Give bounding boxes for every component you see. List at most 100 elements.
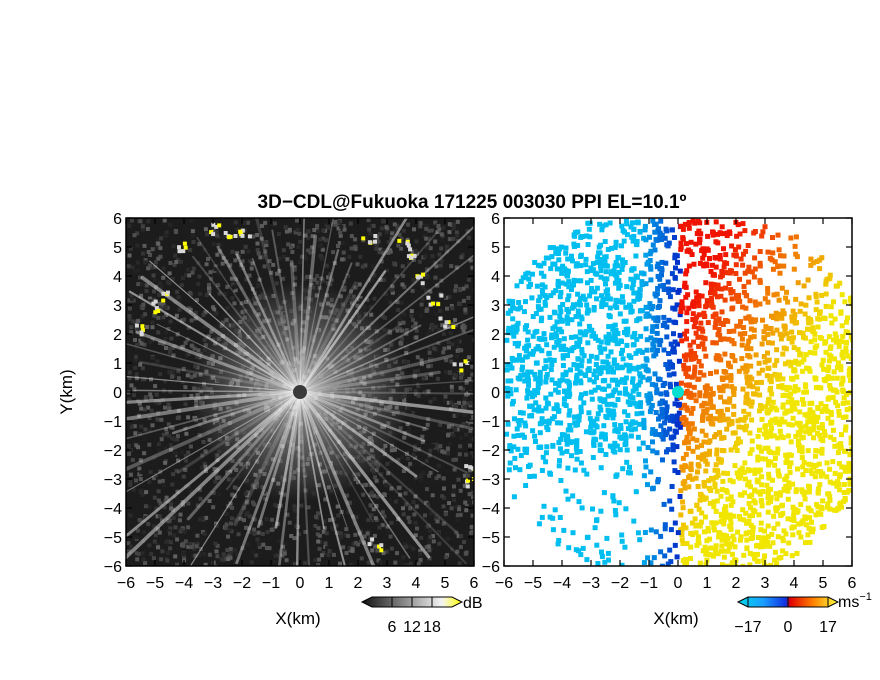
- velocity-pixel: [712, 255, 718, 260]
- velocity-pixel: [728, 364, 733, 370]
- noise-pixel: [319, 276, 324, 281]
- noise-pixel: [414, 239, 419, 244]
- velocity-pixel: [555, 541, 561, 547]
- velocity-pixel: [632, 383, 638, 389]
- velocity-pixel: [542, 284, 548, 290]
- noise-pixel: [361, 492, 366, 497]
- noise-pixel: [426, 544, 431, 549]
- y-axis-label: Y(km): [57, 369, 76, 414]
- velocity-pixel: [581, 332, 587, 338]
- velocity-pixel: [579, 347, 585, 352]
- noise-pixel: [161, 275, 166, 280]
- velocity-pixel: [581, 400, 587, 406]
- noise-pixel: [430, 326, 435, 331]
- noise-pixel: [460, 427, 465, 432]
- noise-pixel: [388, 497, 393, 502]
- noise-pixel: [146, 250, 151, 254]
- noise-pixel: [325, 546, 330, 551]
- velocity-pixel: [505, 393, 511, 399]
- velocity-pixel: [750, 513, 755, 518]
- velocity-pixel: [757, 249, 763, 254]
- noise-pixel: [414, 391, 419, 396]
- left-y-tick-label: −2: [104, 443, 122, 460]
- noise-pixel: [318, 539, 323, 544]
- noise-pixel: [452, 413, 457, 418]
- velocity-pixel: [602, 559, 608, 565]
- noise-pixel: [296, 245, 301, 249]
- velocity-pixel: [833, 399, 839, 405]
- velocity-pixel: [537, 294, 543, 300]
- velocity-pixel: [819, 524, 825, 530]
- velocity-pixel: [642, 227, 648, 233]
- velocity-pixel: [729, 541, 735, 547]
- left-high-snr-points: [134, 222, 474, 553]
- noise-pixel: [427, 548, 432, 553]
- velocity-pixel: [776, 471, 782, 477]
- velocity-pixel: [622, 391, 628, 397]
- velocity-pixel: [748, 326, 754, 332]
- noise-pixel: [184, 272, 188, 277]
- velocity-pixel: [668, 361, 674, 367]
- velocity-pixel: [678, 380, 684, 386]
- velocity-pixel: [598, 268, 604, 274]
- noise-pixel: [447, 237, 452, 242]
- velocity-pixel: [563, 245, 569, 251]
- velocity-pixel: [593, 362, 599, 367]
- velocity-pixel: [667, 294, 673, 300]
- velocity-pixel: [574, 261, 580, 267]
- noise-pixel: [239, 286, 244, 291]
- noise-pixel: [211, 305, 216, 310]
- velocity-pixel: [840, 378, 846, 384]
- velocity-pixel: [670, 287, 676, 293]
- velocity-pixel: [541, 260, 547, 266]
- noise-pixel: [415, 355, 420, 360]
- noise-pixel: [192, 546, 197, 551]
- velocity-pixel: [739, 342, 745, 348]
- noise-pixel: [168, 546, 173, 551]
- velocity-pixel: [523, 423, 529, 429]
- velocity-pixel: [611, 357, 617, 363]
- noise-pixel: [244, 277, 249, 282]
- noise-pixel: [411, 318, 415, 322]
- velocity-pixel: [799, 519, 805, 525]
- noise-pixel: [446, 400, 451, 405]
- velocity-pixel: [672, 520, 678, 526]
- velocity-pixel: [769, 531, 775, 537]
- velocity-pixel: [691, 392, 697, 398]
- velocity-pixel: [803, 352, 809, 358]
- velocity-pixel: [623, 375, 629, 381]
- velocity-pixel: [823, 339, 829, 345]
- velocity-pixel: [690, 311, 696, 317]
- velocity-pixel: [823, 349, 829, 355]
- noise-pixel: [401, 512, 406, 517]
- velocity-pixel: [850, 350, 852, 355]
- velocity-pixel: [744, 545, 750, 551]
- noise-pixel: [138, 458, 143, 463]
- velocity-pixel: [530, 348, 536, 354]
- velocity-pixel: [669, 413, 675, 419]
- velocity-pixel: [687, 473, 693, 479]
- high-snr-pixel: [156, 309, 161, 313]
- velocity-pixel: [539, 287, 545, 293]
- velocity-pixel: [682, 402, 688, 408]
- noise-pixel: [359, 298, 364, 303]
- velocity-pixel: [847, 481, 852, 487]
- noise-pixel: [166, 550, 170, 555]
- noise-pixel: [371, 264, 375, 269]
- velocity-pixel: [614, 274, 620, 280]
- velocity-pixel: [842, 448, 848, 454]
- velocity-pixel: [774, 358, 780, 364]
- velocity-pixel: [606, 324, 612, 330]
- noise-pixel: [303, 233, 308, 238]
- noise-pixel: [395, 300, 400, 305]
- noise-pixel: [406, 261, 411, 266]
- velocity-pixel: [612, 387, 618, 393]
- velocity-pixel: [815, 469, 821, 475]
- noise-pixel: [338, 561, 342, 566]
- noise-pixel: [246, 220, 250, 225]
- noise-pixel: [202, 247, 207, 252]
- velocity-pixel: [840, 349, 846, 355]
- velocity-pixel: [594, 517, 600, 523]
- velocity-pixel: [576, 343, 581, 349]
- left-x-tick-label: −3: [204, 575, 222, 592]
